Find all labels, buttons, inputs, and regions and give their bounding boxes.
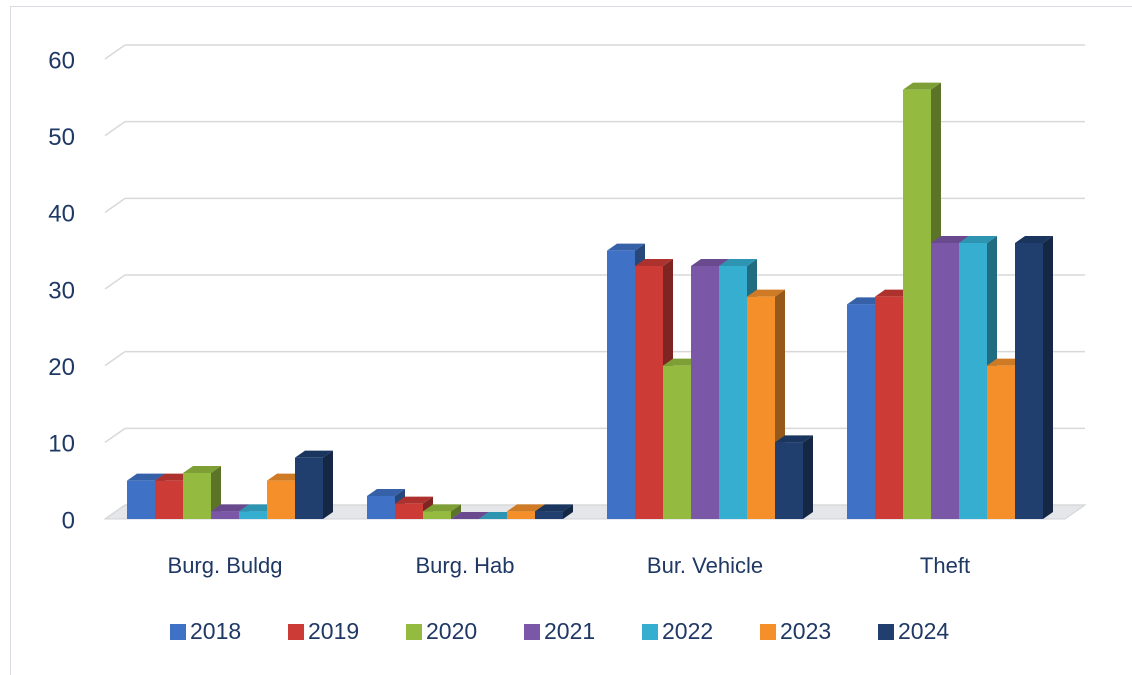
bar: [507, 511, 535, 519]
bar: [211, 511, 239, 519]
grid-side: [104, 427, 126, 443]
bar: [607, 250, 635, 519]
bar-top: [451, 512, 489, 519]
legend-swatch: [406, 624, 422, 640]
y-tick-label: 40: [48, 201, 75, 228]
bar-top: [747, 289, 785, 297]
legend-swatch: [288, 624, 304, 640]
bar: [691, 266, 719, 519]
bar: [127, 480, 155, 519]
legend-label: 2018: [190, 618, 241, 644]
bar: [395, 503, 423, 519]
x-tick-label: Bur. Vehicle: [647, 553, 763, 578]
legend-swatch: [760, 624, 776, 640]
legend-label: 2019: [308, 618, 359, 644]
bar-top: [295, 450, 333, 458]
x-tick-label: Burg. Buldg: [168, 553, 283, 578]
bar-top: [903, 82, 941, 90]
bar-top: [635, 259, 673, 266]
bar: [635, 266, 663, 519]
bar-top: [1015, 236, 1053, 243]
bar: [155, 480, 183, 519]
bar: [423, 511, 451, 519]
bar-top: [931, 236, 969, 243]
x-tick-label: Theft: [920, 553, 970, 578]
y-tick-label: 0: [62, 507, 75, 534]
bar: [295, 457, 323, 519]
bar: [931, 243, 959, 519]
bar-side: [563, 504, 573, 519]
bar-top: [395, 496, 433, 504]
bar: [239, 511, 267, 519]
bar-top: [183, 466, 221, 473]
grid-side: [104, 44, 126, 60]
legend-swatch: [642, 624, 658, 640]
legend-swatch: [878, 624, 894, 640]
y-tick-label: 20: [48, 354, 75, 381]
y-tick-label: 30: [48, 277, 75, 304]
bar: [183, 473, 211, 519]
legend-label: 2023: [780, 618, 831, 644]
bar-top: [775, 435, 813, 443]
legend-swatch: [170, 624, 186, 640]
bar-side: [211, 466, 221, 519]
grid-side: [104, 274, 126, 290]
x-tick-label: Burg. Hab: [415, 553, 514, 578]
grid-side: [104, 197, 126, 213]
bar-top: [607, 243, 645, 251]
legend-label: 2020: [426, 618, 477, 644]
grid-side: [104, 121, 126, 137]
bar-side: [323, 450, 333, 519]
bar: [267, 480, 295, 519]
legend-swatch: [524, 624, 540, 640]
bar-top: [507, 504, 545, 512]
bar-top: [367, 489, 405, 496]
bar-side: [1043, 236, 1053, 519]
bar: [747, 296, 775, 519]
grid-side: [104, 504, 126, 520]
bar-top: [959, 236, 997, 243]
y-tick-label: 60: [48, 47, 75, 74]
bar: [367, 496, 395, 519]
chart-frame: [10, 6, 1132, 675]
y-tick-label: 10: [48, 431, 75, 458]
bar: [903, 89, 931, 520]
legend-label: 2022: [662, 618, 713, 644]
grid-side: [104, 351, 126, 367]
bar: [775, 442, 803, 519]
bar-top: [719, 259, 757, 266]
bar: [959, 243, 987, 519]
bar-side: [803, 435, 813, 519]
bar: [875, 296, 903, 519]
bar-top: [691, 259, 729, 266]
bar-side: [451, 504, 461, 519]
y-tick-label: 50: [48, 124, 75, 151]
bar: [1015, 243, 1043, 519]
bar-top: [211, 504, 249, 512]
bar: [535, 511, 563, 519]
legend-label: 2021: [544, 618, 595, 644]
bar-top: [535, 504, 573, 512]
bar: [987, 365, 1015, 519]
bar: [847, 304, 875, 519]
bar-top: [127, 473, 165, 481]
legend-label: 2024: [898, 618, 949, 644]
bar: [663, 365, 691, 519]
bar: [719, 266, 747, 519]
bar-top: [423, 504, 461, 512]
